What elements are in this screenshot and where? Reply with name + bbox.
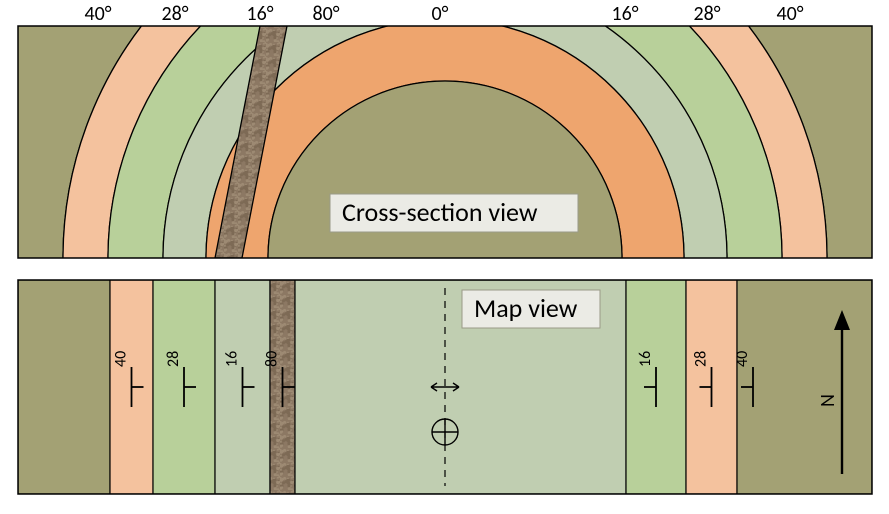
map-title: Map view <box>474 292 578 324</box>
dip-label: 28 <box>164 351 183 367</box>
tick-label: 80° <box>312 2 339 26</box>
geology-diagram: 40° 28° 16° 80° 0° 16° 28° 40° Cross-section vie… <box>0 0 889 514</box>
map-view: 40 28 16 80 16 28 40 N <box>18 280 872 494</box>
dip-label: 80 <box>263 351 282 367</box>
dip-label: 40 <box>733 351 752 367</box>
tick-label: 40° <box>776 2 803 26</box>
dip-label: 28 <box>692 351 711 367</box>
cross-section-title: Cross-section view <box>342 196 538 228</box>
band-8 <box>737 280 872 494</box>
tick-label: 16° <box>611 2 638 26</box>
north-label: N <box>816 394 840 407</box>
dip-label: 16 <box>636 351 655 367</box>
tick-label: 40° <box>84 2 111 26</box>
dip-label: 16 <box>223 351 242 367</box>
tick-label: 16° <box>246 2 273 26</box>
band-0 <box>18 280 110 494</box>
dip-label: 40 <box>112 351 131 367</box>
tick-label: 0° <box>432 2 449 26</box>
tick-label: 28° <box>693 2 720 26</box>
tick-label: 28° <box>161 2 188 26</box>
